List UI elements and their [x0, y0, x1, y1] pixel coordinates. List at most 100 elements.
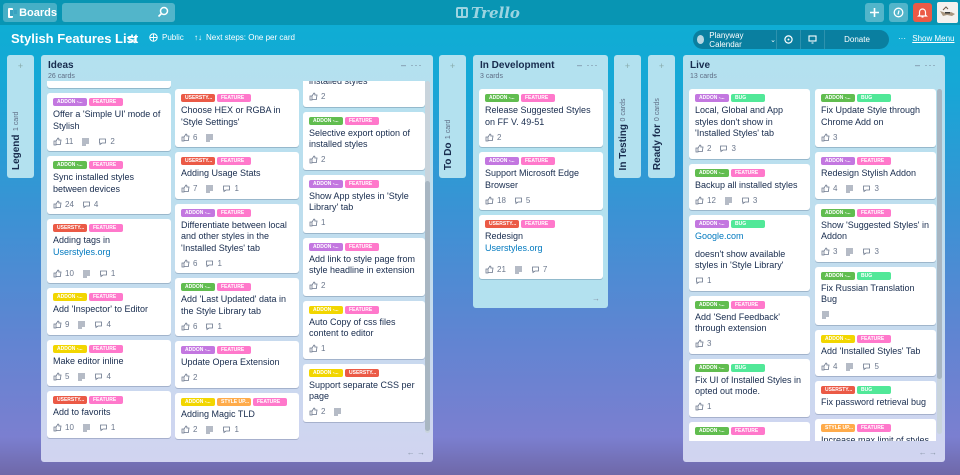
card[interactable]: ADDON -... FEATURE [689, 421, 810, 441]
card[interactable]: USERSTY... BUG Fix password retrieval bug [815, 381, 936, 414]
card-label[interactable]: FEATURE [89, 98, 123, 106]
card[interactable]: ADDON -... FEATURE Make editor inline 5 4 [47, 339, 171, 386]
card-label[interactable]: FEATURE [217, 157, 251, 165]
vote-badge[interactable]: 9 [53, 320, 69, 329]
card-label[interactable]: ADDON -... [181, 208, 215, 217]
vote-badge[interactable]: 4 [821, 362, 837, 371]
search-input[interactable] [62, 3, 175, 23]
vote-badge[interactable]: 6 [181, 259, 197, 268]
card-label[interactable]: FEATURE [857, 157, 891, 165]
card-label[interactable]: FEATURE [857, 334, 891, 343]
card-label[interactable]: STYLE UP... [821, 423, 855, 432]
card-label[interactable]: USERSTY... [181, 94, 215, 102]
card-label[interactable]: ADDON -... [181, 346, 215, 354]
card-label[interactable]: ADDON -... [821, 208, 855, 217]
collapsed-list-legend[interactable]: + Legend 1 card [7, 55, 34, 178]
vote-badge[interactable]: 6 [181, 133, 197, 142]
info-button[interactable] [889, 3, 908, 22]
card-label[interactable]: FEATURE [731, 300, 765, 309]
card-label[interactable]: ADDON -... [53, 98, 87, 106]
list-menu-icon[interactable]: – ··· [401, 60, 423, 70]
card-label[interactable]: ADDON -... [53, 344, 87, 353]
card-label[interactable]: ADDON -... [695, 363, 729, 372]
show-menu-button[interactable]: ··· Show Menu [898, 34, 954, 43]
vote-badge[interactable]: 18 [485, 196, 506, 205]
card-label[interactable]: FEATURE [731, 168, 765, 177]
notifications-button[interactable] [913, 3, 932, 22]
card-label[interactable]: ADDON -... [181, 397, 215, 406]
list-footer-arrows[interactable]: ← → [918, 448, 937, 457]
expand-icon[interactable]: + [624, 61, 631, 71]
card-label[interactable]: ADDON -... [309, 305, 343, 314]
card-label[interactable]: USERSTY... [181, 157, 215, 165]
card-label[interactable]: ADDON -... [53, 161, 87, 169]
vote-badge[interactable]: 2 [181, 425, 197, 434]
board-title[interactable]: Stylish Features List [11, 31, 139, 46]
list-title[interactable]: Live [690, 60, 711, 71]
card-label[interactable]: FEATURE [731, 426, 765, 435]
card[interactable]: ADDON -... FEATURE Offer a 'Simple UI' mod… [47, 93, 171, 151]
card[interactable]: USERSTY... FEATURE Add to favorits 10 1 [47, 391, 171, 438]
card-label[interactable]: BUG [731, 94, 765, 102]
card[interactable]: ADDON -... STYLE UP... FEATURE Adding Magic… [175, 392, 299, 439]
card-label[interactable]: FEATURE [89, 344, 123, 353]
vote-badge[interactable]: 2 [695, 144, 711, 153]
card-label[interactable]: FEATURE [89, 293, 123, 301]
card[interactable]: USERSTY... FEATURE Redesign Userstyles.org 2… [479, 215, 603, 279]
comment-button[interactable] [801, 30, 825, 49]
card[interactable]: ADDON -... BUG Fix Russian Translation Bug [815, 266, 936, 325]
card[interactable]: ADDON -... FEATURE Sync installed styles b… [47, 156, 171, 214]
card[interactable]: ADDON -... BUG Fix Update Style through Ch… [815, 89, 936, 147]
card-label[interactable]: BUG [857, 94, 891, 102]
card[interactable]: ADDON -... FEATURE Add 'Send Feedback' thr… [689, 295, 810, 354]
scrollbar-thumb[interactable] [937, 89, 942, 379]
card-label[interactable]: USERSTY... [345, 368, 379, 377]
card-label[interactable]: FEATURE [89, 396, 123, 404]
search-box[interactable] [62, 3, 175, 23]
boards-button[interactable]: Boards [3, 3, 57, 22]
card[interactable]: ADDON -... BUG Local, Global and App style… [689, 89, 810, 159]
vote-badge[interactable]: 12 [695, 196, 716, 205]
card-label[interactable]: ADDON -... [695, 220, 729, 228]
card-label[interactable]: ADDON -... [695, 168, 729, 177]
card[interactable]: USERSTY... FEATURE Choose HEX or RGBA in '… [175, 89, 299, 147]
card[interactable]: USERSTY... FEATURE Adding tags in Userstyle… [47, 219, 171, 283]
card[interactable]: ADDON -... FEATURE Differentiate between l… [175, 203, 299, 273]
next-steps-button[interactable]: ↑↓ Next steps: One per card [194, 33, 295, 42]
live-scrollbar[interactable] [937, 89, 942, 434]
card-label[interactable]: ADDON -... [821, 271, 855, 280]
card-label[interactable]: ADDON -... [309, 242, 343, 251]
card[interactable]: ADDON -... BUG Google.com doesn't show avai… [689, 215, 810, 291]
card-link[interactable]: Userstyles.org [485, 242, 543, 253]
card-label[interactable]: FEATURE [521, 157, 555, 165]
card-link[interactable]: Userstyles.org [53, 246, 111, 257]
vote-badge[interactable]: 10 [53, 269, 74, 278]
vote-badge[interactable]: 11 [53, 137, 73, 146]
card-label[interactable]: FEATURE [521, 220, 555, 228]
list-title[interactable]: Ideas [48, 60, 74, 71]
vote-badge[interactable]: 2 [485, 133, 501, 142]
card-label[interactable]: FEATURE [217, 346, 251, 354]
expand-icon[interactable]: + [658, 61, 665, 71]
help-button[interactable] [777, 30, 801, 49]
list-menu-icon[interactable]: – ··· [577, 60, 599, 70]
vote-badge[interactable]: 1 [695, 402, 711, 411]
card-label[interactable]: FEATURE [857, 423, 891, 432]
card[interactable] [47, 81, 171, 88]
card-label[interactable]: ADDON -... [695, 426, 729, 435]
vote-badge[interactable]: 2 [309, 407, 325, 416]
card-label[interactable]: FEATURE [521, 94, 555, 102]
card[interactable]: ADDON -... FEATURE Backup all installed st… [689, 163, 810, 210]
card-label[interactable]: FEATURE [89, 224, 123, 232]
list-title[interactable]: In Development [480, 60, 555, 71]
card-label[interactable]: FEATURE [345, 179, 379, 188]
card-label[interactable]: ADDON -... [53, 293, 87, 301]
card-label[interactable]: FEATURE [345, 242, 379, 251]
card[interactable]: ADDON -... FEATURE Add 'Installed Styles' … [815, 329, 936, 376]
card[interactable]: ADDON -... FEATURE Redesign Stylish Addon 4… [815, 152, 936, 199]
trello-logo[interactable]: Trello [456, 4, 520, 22]
collapsed-list-in-testing[interactable]: + In Testing 0 cards [614, 55, 641, 178]
vote-badge[interactable]: 3 [695, 339, 711, 348]
add-button[interactable] [865, 3, 884, 22]
vote-badge[interactable]: 1 [309, 218, 325, 227]
